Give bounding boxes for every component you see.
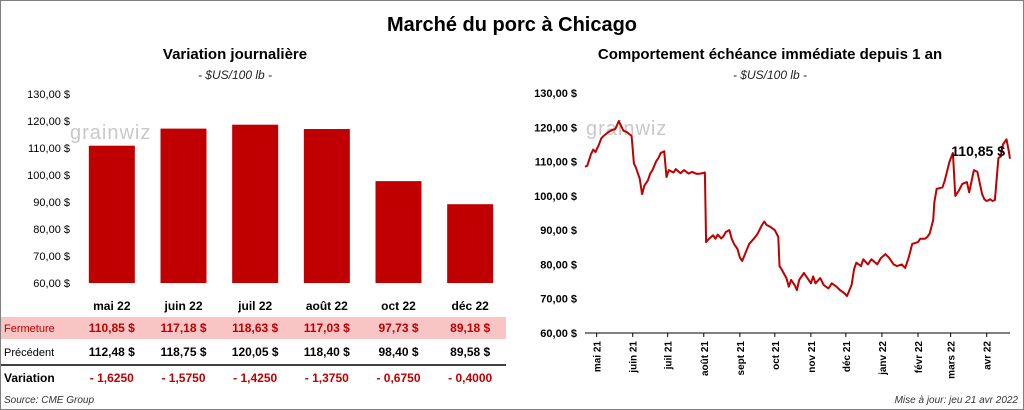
table-cell: - 1,3750 [305, 371, 349, 385]
left-chart-unit: - $US/100 lb - [197, 68, 273, 82]
x-tick-label: févr 22 [914, 341, 925, 374]
x-tick-label: nov 21 [807, 341, 818, 373]
y-tick-label: 80,00 $ [33, 224, 70, 236]
bar [88, 145, 135, 283]
y-tick-label: 130,00 $ [27, 89, 70, 101]
x-tick-label: août 21 [700, 341, 711, 376]
y-tick-label: 120,00 $ [27, 116, 70, 128]
right-chart-title: Comportement échéance immédiate depuis 1… [597, 46, 943, 63]
source-note: Source: CME Group [4, 395, 95, 406]
table-cell: - 0,4000 [448, 371, 492, 385]
table-cell: 117,18 $ [160, 321, 206, 335]
left-chart-title: Variation journalière [162, 46, 308, 63]
y-tick-label: 60,00 $ [540, 328, 577, 340]
y-tick-label: 120,00 $ [534, 122, 577, 134]
x-tick-label: avr 22 [983, 341, 994, 370]
table-row-label: Précédent [4, 347, 54, 359]
table-cell: - 1,4250 [233, 371, 277, 385]
watermark-left: grainwiz [70, 122, 152, 144]
x-tick-label: juin 21 [629, 341, 640, 374]
x-tick-label: juin 22 [163, 299, 202, 313]
x-tick-label: oct 22 [381, 299, 416, 313]
bar [375, 181, 422, 283]
table-cell: - 1,5750 [161, 371, 205, 385]
y-tick-label: 70,00 $ [540, 294, 577, 306]
x-tick-label: déc 21 [842, 341, 853, 373]
table-row-label: Variation [4, 371, 55, 385]
table-cell: 112,48 $ [89, 345, 135, 359]
table-cell: - 0,6750 [376, 371, 420, 385]
y-tick-label: 60,00 $ [33, 278, 70, 290]
fermeture-row-bg [1, 317, 506, 339]
update-note: Mise à jour: jeu 21 avr 2022 [894, 395, 1018, 406]
x-tick-label: sept 21 [736, 341, 747, 376]
table-cell: 120,05 $ [232, 345, 279, 359]
y-tick-label: 90,00 $ [33, 197, 70, 209]
y-tick-label: 100,00 $ [27, 170, 70, 182]
last-price-label: 110,85 $ [951, 143, 1005, 159]
x-tick-label: août 22 [306, 299, 348, 313]
x-tick-label: oct 21 [771, 341, 782, 370]
x-tick-label: déc 22 [451, 299, 489, 313]
table-cell: 89,18 $ [450, 321, 490, 335]
y-tick-label: 110,00 $ [535, 157, 577, 169]
y-tick-label: 110,00 $ [28, 143, 70, 155]
y-tick-label: 100,00 $ [534, 191, 577, 203]
y-tick-label: 90,00 $ [540, 225, 577, 237]
bar [303, 129, 350, 283]
table-cell: 118,63 $ [232, 321, 278, 335]
y-tick-label: 130,00 $ [534, 88, 577, 100]
bar [447, 204, 494, 283]
y-tick-label: 80,00 $ [540, 259, 577, 271]
x-tick-label: juil 22 [237, 299, 272, 313]
table-cell: 117,03 $ [304, 321, 350, 335]
table-cell: 97,73 $ [378, 321, 418, 335]
x-tick-label: mai 21 [593, 341, 604, 373]
page-title: Marché du porc à Chicago [386, 14, 638, 36]
table-cell: 118,75 $ [160, 345, 206, 359]
x-tick-label: mai 22 [93, 299, 131, 313]
table-row-label: Fermeture [4, 323, 55, 335]
y-tick-label: 70,00 $ [33, 251, 70, 263]
price-line [584, 120, 1011, 297]
bar [160, 128, 207, 283]
x-tick-label: mars 22 [947, 341, 958, 379]
x-tick-label: janv 22 [878, 341, 889, 376]
table-cell: 89,58 $ [450, 345, 490, 359]
table-cell: 118,40 $ [304, 345, 350, 359]
table-cell: - 1,6250 [90, 371, 134, 385]
table-cell: 110,85 $ [89, 321, 135, 335]
x-tick-label: juil 21 [664, 341, 675, 371]
right-chart-unit: - $US/100 lb - [732, 68, 808, 82]
bar [232, 124, 279, 283]
table-cell: 98,40 $ [378, 345, 418, 359]
